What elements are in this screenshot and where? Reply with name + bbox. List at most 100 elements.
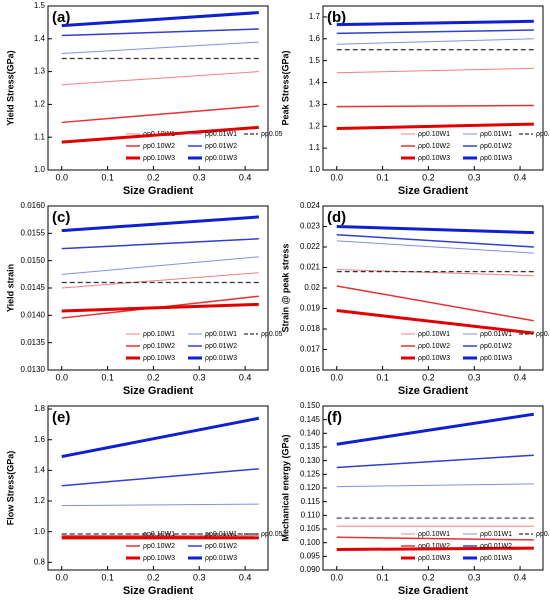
legend-label: ρp0.10W3 bbox=[143, 355, 175, 362]
y-tick-label: 1.0 bbox=[34, 527, 46, 536]
y-tick-label: 0.018 bbox=[300, 324, 321, 333]
y-tick-label: 1.4 bbox=[309, 78, 321, 87]
x-tick-label: 0.3 bbox=[193, 572, 206, 582]
y-tick-label: 1.1 bbox=[34, 132, 46, 141]
series-line bbox=[336, 104, 534, 108]
legend-label: ρp0.01W2 bbox=[480, 143, 512, 150]
y-tick-label: 1.4 bbox=[34, 34, 46, 43]
y-tick-label: 1.8 bbox=[34, 404, 46, 413]
x-tick-label: 0.4 bbox=[514, 172, 527, 182]
legend-label: ρp0.10W2 bbox=[143, 343, 175, 350]
y-tick-label: 1.0 bbox=[34, 165, 46, 174]
legend-label: ρp0.01W3 bbox=[205, 555, 237, 562]
panel-label: (c) bbox=[52, 209, 70, 226]
series-line bbox=[61, 71, 259, 86]
legend-label: ρp0.10W2 bbox=[143, 143, 175, 150]
series-line bbox=[61, 272, 259, 289]
x-tick-label: 0.1 bbox=[101, 372, 114, 382]
x-axis-label: Size Gradient bbox=[123, 585, 194, 597]
x-tick-label: 0.4 bbox=[239, 172, 252, 182]
legend-label: ρp0.01W1 bbox=[205, 131, 237, 138]
series-line bbox=[61, 302, 259, 313]
series-line bbox=[61, 468, 259, 487]
series-line bbox=[61, 11, 259, 28]
x-tick-label: 0.0 bbox=[55, 572, 68, 582]
series-line bbox=[336, 309, 535, 335]
y-tick-label: 0.140 bbox=[300, 428, 321, 437]
panel-label: (f) bbox=[327, 409, 342, 426]
y-tick-label: 1.2 bbox=[34, 496, 46, 505]
y-tick-label: 0.0135 bbox=[21, 338, 46, 347]
x-tick-label: 0.0 bbox=[330, 372, 343, 382]
y-axis-label: Flow Stress(GPa) bbox=[5, 451, 15, 526]
series-line bbox=[336, 67, 534, 74]
y-axis-label: Mechanical energy (GPa) bbox=[280, 434, 290, 541]
legend-label: ρp0.01W3 bbox=[480, 155, 512, 162]
legend-label: ρp0.10W3 bbox=[418, 355, 450, 362]
plot-frame bbox=[322, 5, 544, 171]
y-tick-label: 1.6 bbox=[34, 435, 46, 444]
x-tick-label: 0.0 bbox=[55, 172, 68, 182]
y-tick-label: 1.5 bbox=[309, 56, 321, 65]
legend-label: ρp0.05 bbox=[536, 331, 550, 338]
y-tick-label: 1.0 bbox=[309, 165, 321, 174]
y-tick-label: 1.2 bbox=[34, 100, 46, 109]
x-tick-label: 0.3 bbox=[468, 372, 481, 382]
legend-label: ρp0.01W1 bbox=[480, 131, 512, 138]
x-tick-label: 0.2 bbox=[422, 372, 435, 382]
x-tick-label: 0.3 bbox=[468, 572, 481, 582]
x-axis-label: Size Gradient bbox=[123, 385, 194, 397]
series-line bbox=[336, 285, 534, 322]
panel-label: (b) bbox=[327, 9, 346, 26]
y-tick-label: 1.4 bbox=[34, 465, 46, 474]
x-tick-label: 0.3 bbox=[468, 172, 481, 182]
legend-label: ρp0.01W1 bbox=[205, 531, 237, 538]
legend-label: ρp0.01W3 bbox=[205, 155, 237, 162]
series-line bbox=[336, 536, 534, 541]
y-tick-label: 0.145 bbox=[300, 415, 321, 424]
legend-label: ρp0.10W2 bbox=[418, 543, 450, 550]
x-tick-label: 0.1 bbox=[376, 572, 389, 582]
series-line bbox=[61, 28, 259, 37]
plot-frame bbox=[47, 405, 269, 571]
legend-label: ρp0.01W1 bbox=[480, 331, 512, 338]
legend-label: ρp0.01W2 bbox=[480, 543, 512, 550]
series-line bbox=[61, 238, 259, 250]
series-line bbox=[61, 41, 259, 55]
x-tick-label: 0.2 bbox=[147, 172, 160, 182]
x-tick-label: 0.1 bbox=[101, 572, 114, 582]
x-tick-label: 0.1 bbox=[376, 172, 389, 182]
y-tick-label: 0.0130 bbox=[21, 365, 46, 374]
y-tick-label: 0.0145 bbox=[21, 283, 46, 292]
y-tick-label: 0.017 bbox=[300, 345, 321, 354]
y-tick-label: 0.120 bbox=[300, 483, 321, 492]
legend-label: ρp0.01W1 bbox=[205, 331, 237, 338]
series-line bbox=[61, 416, 260, 459]
series-line bbox=[336, 412, 535, 446]
legend-label: ρp0.10W3 bbox=[418, 555, 450, 562]
x-axis-label: Size Gradient bbox=[398, 385, 469, 397]
y-axis-label: Strain @ peak stress bbox=[280, 244, 290, 333]
y-tick-label: 0.135 bbox=[300, 442, 321, 451]
x-tick-label: 0.0 bbox=[55, 372, 68, 382]
y-tick-label: 0.023 bbox=[300, 222, 321, 231]
y-tick-label: 0.095 bbox=[300, 551, 321, 560]
y-tick-label: 0.125 bbox=[300, 469, 321, 478]
y-axis-label: Yield strain bbox=[5, 264, 15, 312]
y-tick-label: 1.6 bbox=[309, 34, 321, 43]
y-tick-label: 1.7 bbox=[309, 12, 321, 21]
x-tick-label: 0.0 bbox=[330, 172, 343, 182]
x-tick-label: 0.1 bbox=[376, 372, 389, 382]
legend-label: ρp0.01W1 bbox=[480, 531, 512, 538]
y-tick-label: 1.1 bbox=[309, 143, 321, 152]
y-tick-label: 0.0155 bbox=[21, 228, 46, 237]
plot-frame bbox=[47, 5, 269, 171]
x-tick-label: 0.4 bbox=[239, 372, 252, 382]
series-line bbox=[61, 256, 259, 275]
x-tick-label: 0.4 bbox=[514, 372, 527, 382]
y-axis-label: Peak Stress(GPa) bbox=[280, 50, 290, 125]
y-tick-label: 0.0150 bbox=[21, 256, 46, 265]
series-line bbox=[336, 483, 534, 488]
